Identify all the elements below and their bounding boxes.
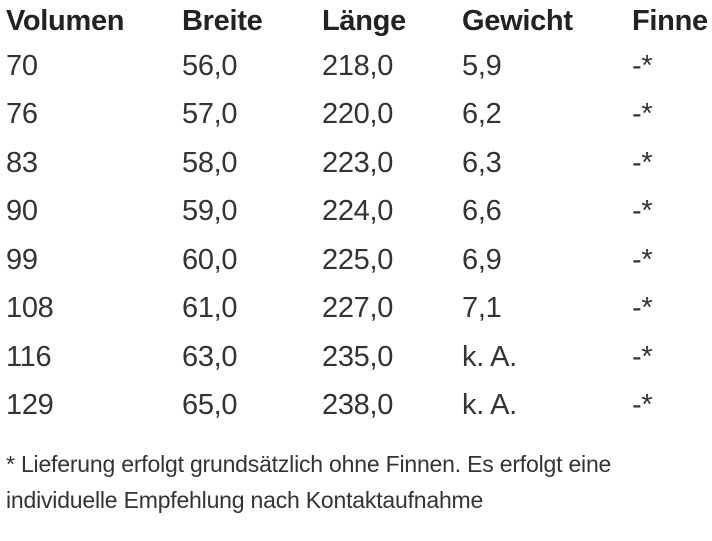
- table-row: 99 60,0 225,0 6,9 -*: [6, 236, 708, 285]
- cell-laenge: 235,0: [322, 340, 394, 373]
- table-row: 129 65,0 238,0 k. A. -*: [6, 382, 708, 431]
- cell-laenge: 224,0: [322, 195, 394, 228]
- header-laenge: Länge: [322, 4, 406, 37]
- header-breite: Breite: [182, 4, 263, 37]
- cell-gewicht: 5,9: [462, 49, 502, 82]
- table-row: 70 56,0 218,0 5,9 -*: [6, 42, 708, 91]
- cell-gewicht: k. A.: [462, 389, 517, 422]
- cell-finne: -*: [632, 292, 653, 325]
- cell-laenge: 238,0: [322, 389, 394, 422]
- header-volumen: Volumen: [6, 4, 125, 37]
- cell-gewicht: k. A.: [462, 340, 517, 373]
- spec-table: Volumen Breite Länge Gewicht Finne 70 56…: [6, 0, 708, 430]
- cell-laenge: 225,0: [322, 243, 394, 276]
- cell-gewicht: 7,1: [462, 292, 502, 325]
- cell-breite: 59,0: [182, 195, 238, 228]
- cell-volumen: 76: [6, 98, 38, 131]
- cell-breite: 60,0: [182, 243, 238, 276]
- cell-finne: -*: [632, 340, 653, 373]
- table-row: 83 58,0 223,0 6,3 -*: [6, 139, 708, 188]
- cell-laenge: 223,0: [322, 146, 394, 179]
- cell-gewicht: 6,3: [462, 146, 502, 179]
- header-finne: Finne: [632, 4, 708, 37]
- cell-finne: -*: [632, 49, 653, 82]
- header-gewicht: Gewicht: [462, 4, 573, 37]
- cell-laenge: 218,0: [322, 49, 394, 82]
- cell-breite: 57,0: [182, 98, 238, 131]
- cell-breite: 65,0: [182, 389, 238, 422]
- cell-gewicht: 6,6: [462, 195, 502, 228]
- table-row: 116 63,0 235,0 k. A. -*: [6, 333, 708, 382]
- cell-volumen: 129: [6, 389, 54, 422]
- cell-finne: -*: [632, 243, 653, 276]
- footnote-line-1: * Lieferung erfolgt grundsätzlich ohne F…: [6, 451, 612, 477]
- cell-finne: -*: [632, 389, 653, 422]
- cell-volumen: 99: [6, 243, 38, 276]
- cell-laenge: 220,0: [322, 98, 394, 131]
- cell-finne: -*: [632, 98, 653, 131]
- table-header-row: Volumen Breite Länge Gewicht Finne: [6, 0, 708, 42]
- cell-breite: 58,0: [182, 146, 238, 179]
- cell-gewicht: 6,2: [462, 98, 502, 131]
- cell-gewicht: 6,9: [462, 243, 502, 276]
- cell-volumen: 116: [6, 340, 52, 373]
- cell-finne: -*: [632, 146, 653, 179]
- cell-breite: 63,0: [182, 340, 238, 373]
- table-row: 108 61,0 227,0 7,1 -*: [6, 285, 708, 334]
- cell-finne: -*: [632, 195, 653, 228]
- cell-volumen: 90: [6, 195, 38, 228]
- table-row: 76 57,0 220,0 6,2 -*: [6, 91, 708, 140]
- cell-volumen: 83: [6, 146, 38, 179]
- footnote: * Lieferung erfolgt grundsätzlich ohne F…: [6, 446, 710, 518]
- footnote-line-2: individuelle Empfehlung nach Kontaktaufn…: [6, 487, 484, 513]
- cell-breite: 56,0: [182, 49, 238, 82]
- cell-breite: 61,0: [182, 292, 238, 325]
- table-row: 90 59,0 224,0 6,6 -*: [6, 188, 708, 237]
- cell-volumen: 70: [6, 49, 38, 82]
- cell-laenge: 227,0: [322, 292, 394, 325]
- cell-volumen: 108: [6, 292, 54, 325]
